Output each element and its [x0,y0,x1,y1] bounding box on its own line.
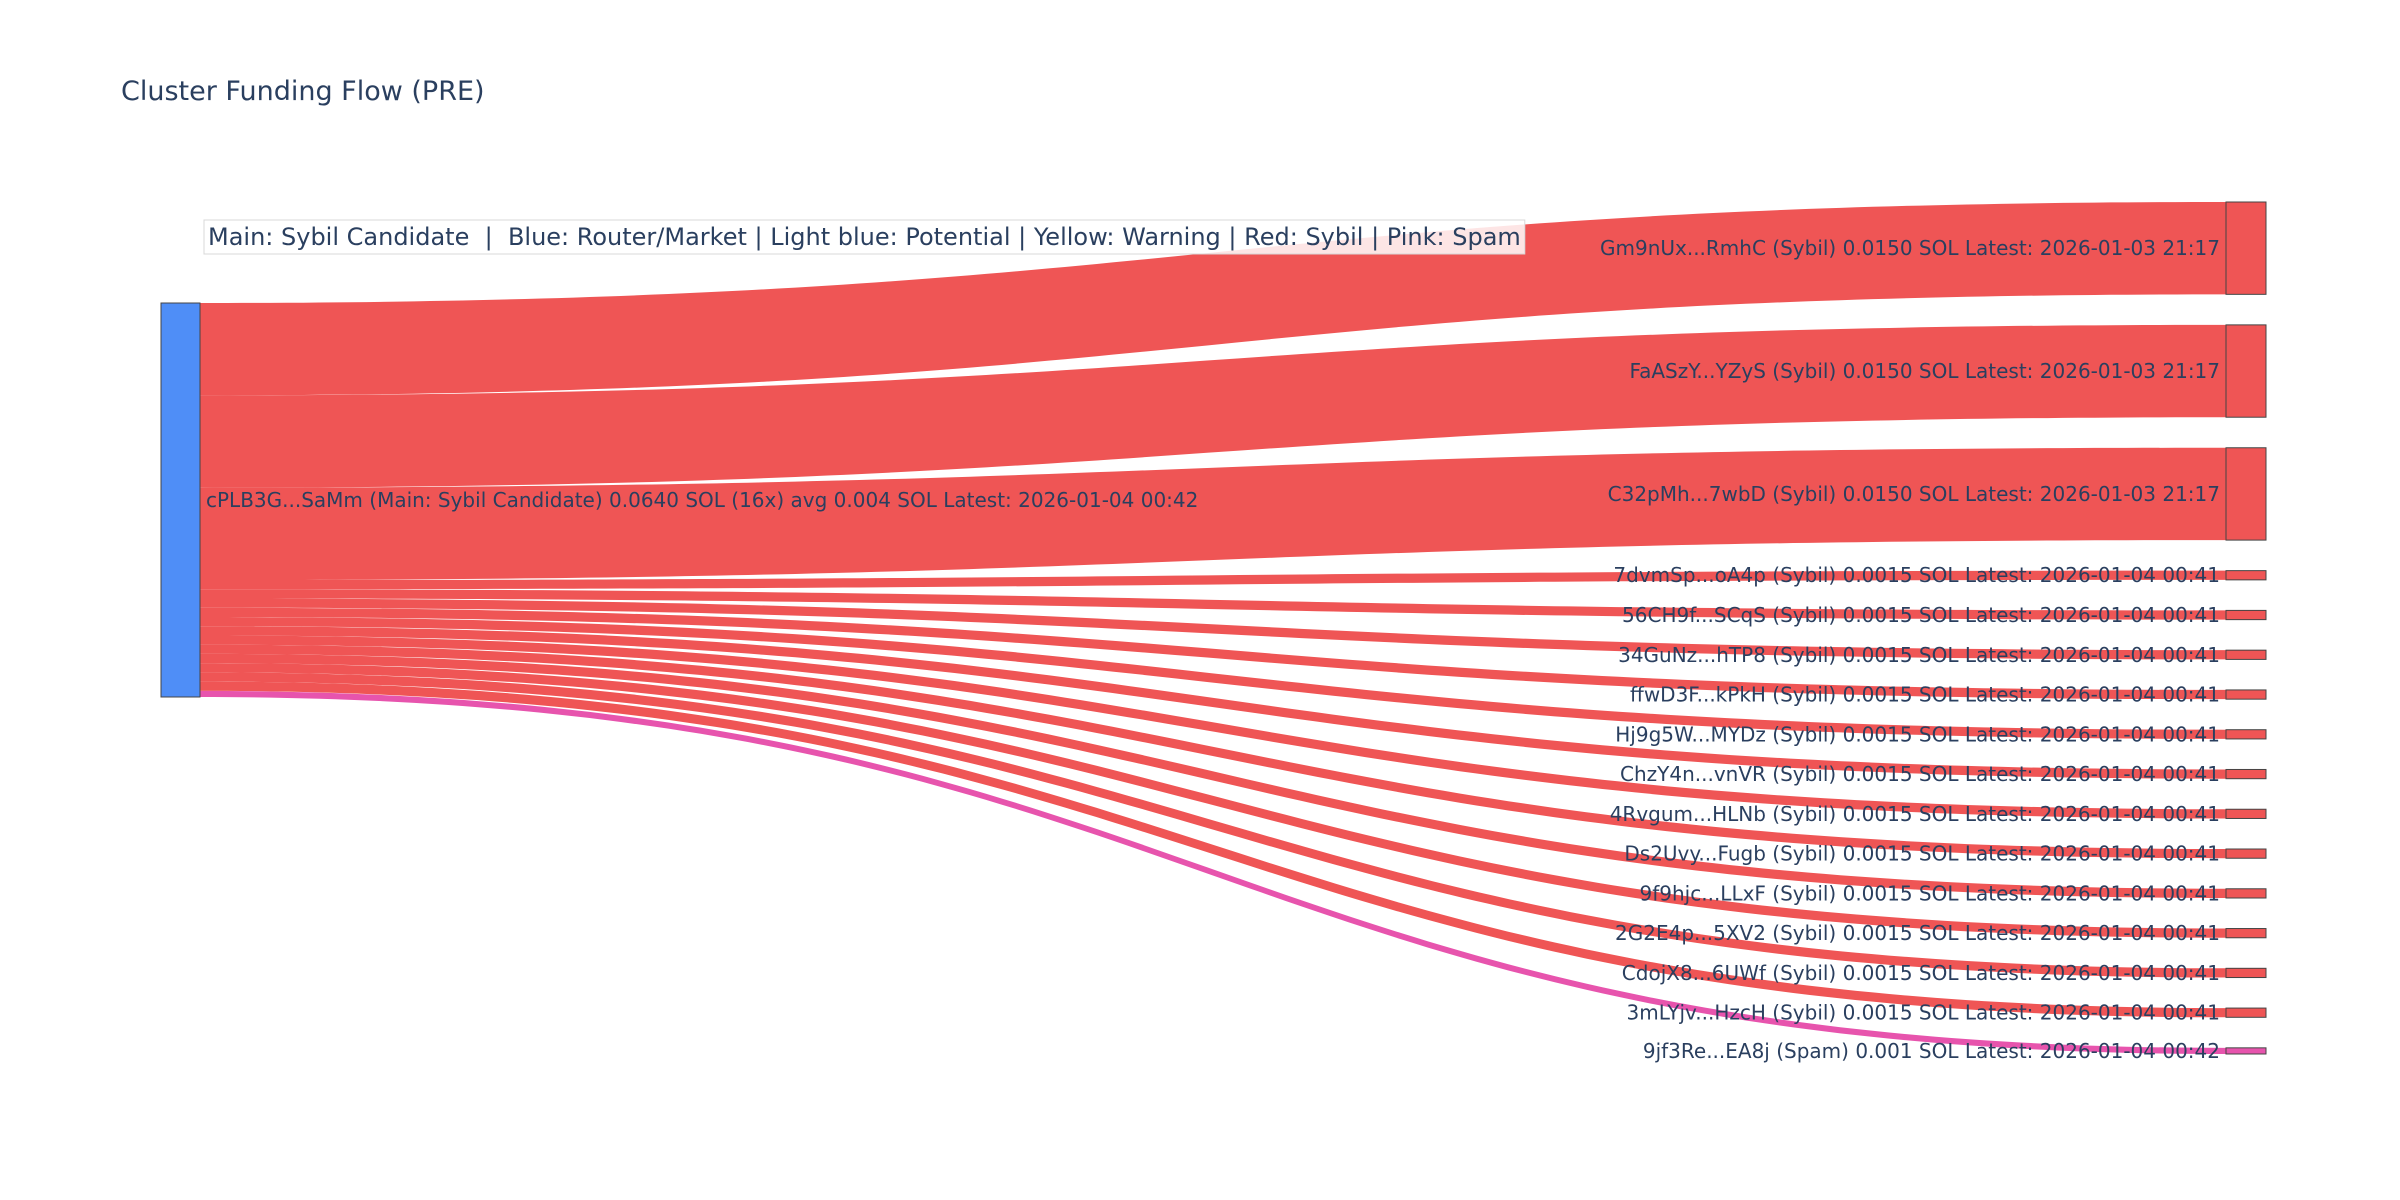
node-label-target-7: ffwD3F...kPkH (Sybil) 0.0015 SOL Latest:… [1630,683,2220,707]
legend-annotation-box [203,219,1526,255]
node-label-target-16: 9jf3Re...EA8j (Spam) 0.001 SOL Latest: 2… [1643,1039,2220,1063]
flow-link-7[interactable] [200,607,2226,700]
node-label-target-4: 7dvmSp...oA4p (Sybil) 0.0015 SOL Latest:… [1613,563,2220,587]
flow-link-1[interactable] [200,202,2226,396]
node-label-target-12: 9f9hjc...LLxF (Sybil) 0.0015 SOL Latest:… [1640,881,2220,905]
node-target-5[interactable] [2225,609,2267,621]
node-target-15[interactable] [2225,1007,2267,1018]
node-target-14[interactable] [2225,967,2267,979]
node-source[interactable] [160,302,201,698]
node-label-target-3: C32pMh...7wbD (Sybil) 0.0150 SOL Latest:… [1608,482,2220,506]
node-label-target-9: ChzY4n...vnVR (Sybil) 0.0015 SOL Latest:… [1620,762,2220,786]
labels-group: Gm9nUx...RmhC (Sybil) 0.0150 SOL Latest:… [206,236,2220,1063]
node-target-11[interactable] [2225,848,2267,859]
node-target-3[interactable] [2225,447,2267,541]
node-target-2[interactable] [2225,324,2267,418]
flow-link-13[interactable] [200,663,2226,938]
node-target-6[interactable] [2225,649,2267,660]
node-label-target-10: 4Rvgum...HLNb (Sybil) 0.0015 SOL Latest:… [1610,802,2220,826]
node-label-target-11: Ds2Uvy...Fugb (Sybil) 0.0015 SOL Latest:… [1624,842,2220,866]
flow-link-9[interactable] [200,626,2226,779]
nodes-group [160,201,2267,1055]
node-target-1[interactable] [2225,201,2267,295]
links-group [200,202,2226,1054]
node-label-target-5: 56CH9f...SCqS (Sybil) 0.0015 SOL Latest:… [1622,603,2220,627]
node-target-7[interactable] [2225,689,2267,700]
flow-link-12[interactable] [200,653,2226,899]
flow-link-6[interactable] [200,598,2226,660]
flow-link-15[interactable] [200,681,2226,1018]
node-target-9[interactable] [2225,768,2267,780]
flow-link-10[interactable] [200,635,2226,819]
flow-link-5[interactable] [200,589,2226,620]
legend-annotation: Main: Sybil Candidate | Blue: Router/Mar… [203,219,1526,255]
node-label-source: cPLB3G...SaMm (Main: Sybil Candidate) 0.… [206,488,1198,512]
node-label-target-13: 2G2E4p...5XV2 (Sybil) 0.0015 SOL Latest:… [1615,921,2220,945]
node-label-target-6: 34GuNz...hTP8 (Sybil) 0.0015 SOL Latest:… [1618,643,2220,667]
flow-link-16[interactable] [200,690,2226,1054]
node-target-13[interactable] [2225,928,2267,939]
legend-annotation-text: Main: Sybil Candidate | Blue: Router/Mar… [208,223,1521,251]
flow-link-8[interactable] [200,616,2226,739]
node-label-target-15: 3mLYjv...HzcH (Sybil) 0.0015 SOL Latest:… [1627,1001,2220,1025]
node-target-12[interactable] [2225,888,2267,899]
flow-link-14[interactable] [200,672,2226,978]
flow-link-2[interactable] [200,324,2226,488]
node-label-target-2: FaASzY...YZyS (Sybil) 0.0150 SOL Latest:… [1629,359,2220,383]
node-label-target-1: Gm9nUx...RmhC (Sybil) 0.0150 SOL Latest:… [1600,236,2220,260]
node-target-16[interactable] [2225,1047,2267,1055]
flow-link-11[interactable] [200,644,2226,859]
chart-title: Cluster Funding Flow (PRE) [121,76,485,107]
node-label-target-8: Hj9g5W...MYDz (Sybil) 0.0015 SOL Latest:… [1615,722,2220,746]
node-label-target-14: CdojX8...6UWf (Sybil) 0.0015 SOL Latest:… [1622,961,2220,985]
node-target-8[interactable] [2225,729,2267,740]
node-target-4[interactable] [2225,570,2267,581]
flow-link-3[interactable] [200,447,2226,581]
node-target-10[interactable] [2225,808,2267,819]
flow-link-4[interactable] [200,570,2226,590]
